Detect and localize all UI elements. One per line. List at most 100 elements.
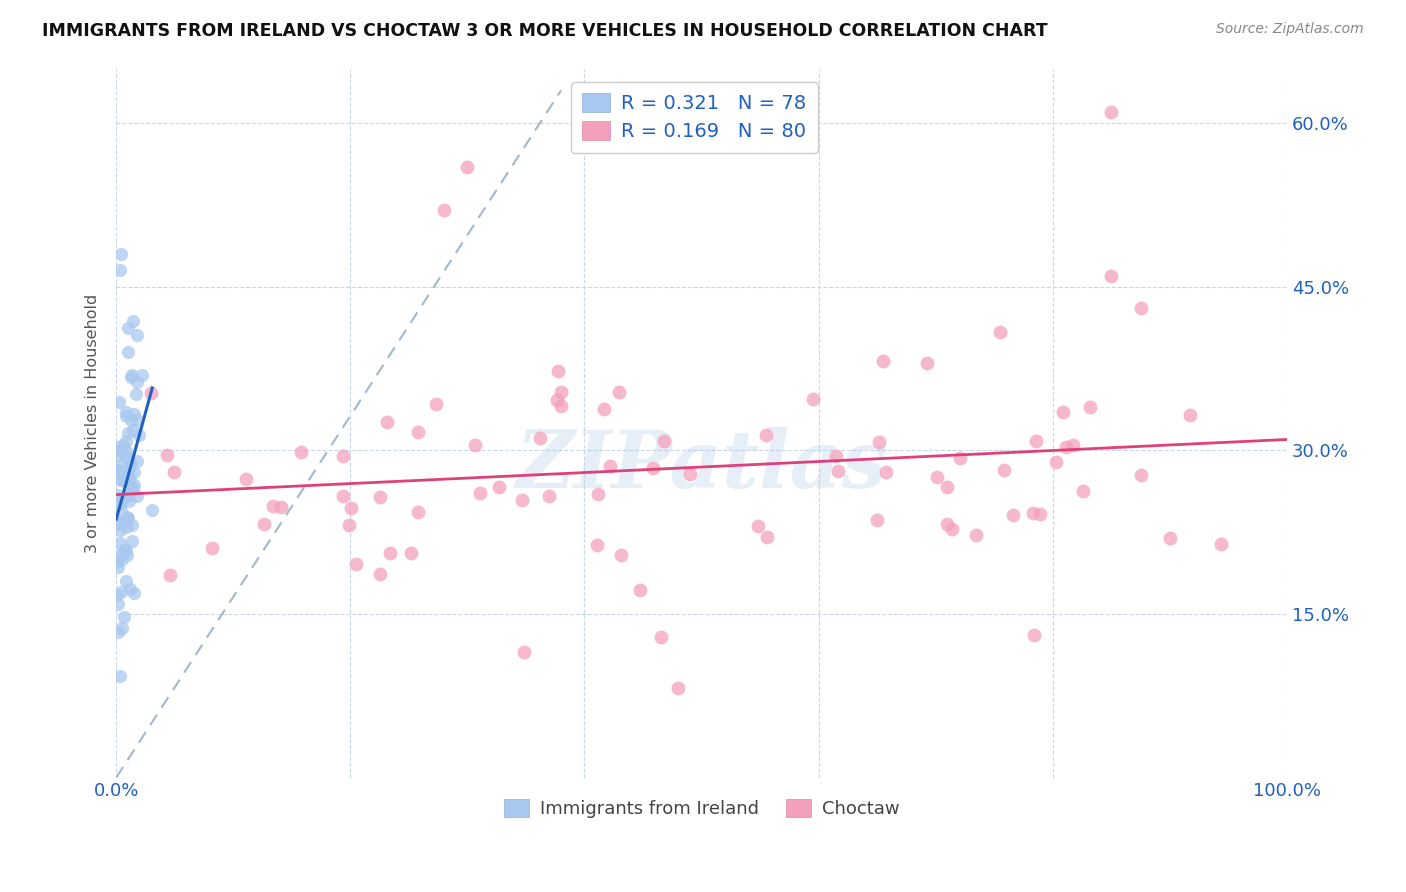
Point [125,327,148,342]
Point [399,546,422,560]
Point [1045,455,1067,469]
Point [988,325,1011,339]
Point [117,467,139,482]
Point [949,450,972,465]
Point [112,543,135,558]
Point [125,375,148,389]
Point [825,449,848,463]
Point [115,542,138,557]
Point [538,489,561,503]
Point [652,434,675,448]
Point [121,518,143,533]
Point [262,499,284,513]
Point [936,517,959,532]
Point [125,453,148,467]
Point [965,528,987,542]
Point [118,472,141,486]
Point [108,473,131,487]
Point [163,465,186,479]
Point [1022,506,1045,520]
Point [368,490,391,504]
Point [107,448,129,462]
Point [114,574,136,588]
Point [107,488,129,502]
Point [875,465,897,479]
Point [117,463,139,477]
Point [827,464,849,478]
Point [339,500,361,515]
Point [425,397,447,411]
Point [915,355,938,369]
Text: Source: ZipAtlas.com: Source: ZipAtlas.com [1216,22,1364,37]
Point [610,548,633,562]
Point [755,428,778,442]
Point [1099,105,1122,120]
Point [1099,268,1122,283]
Point [464,438,486,452]
Point [470,486,492,500]
Point [108,394,131,409]
Point [131,368,153,383]
Point [547,364,569,378]
Point [599,459,621,474]
Point [755,531,778,545]
Text: ZIPatlas: ZIPatlas [516,427,887,504]
Point [270,500,292,514]
Point [111,551,134,566]
Point [866,513,889,527]
Point [201,541,224,555]
Point [115,549,138,563]
Point [114,444,136,458]
Point [110,621,132,635]
Point [107,440,129,454]
Point [586,487,609,501]
Point [253,516,276,531]
Point [801,392,824,406]
Point [117,510,139,524]
Point [125,489,148,503]
Point [235,471,257,485]
Point [107,498,129,512]
Point [110,496,132,510]
Point [368,567,391,582]
Point [1062,438,1084,452]
Point [117,479,139,493]
Point [406,505,429,519]
Point [141,503,163,517]
Point [108,669,131,683]
Point [110,584,132,599]
Point [679,467,702,482]
Point [641,460,664,475]
Point [110,536,132,550]
Point [159,568,181,582]
Point [529,432,551,446]
Point [1211,537,1233,551]
Point [290,444,312,458]
Point [114,472,136,486]
Point [550,384,572,399]
Legend: Immigrants from Ireland, Choctaw: Immigrants from Ireland, Choctaw [496,792,907,825]
Point [118,459,141,474]
Point [118,455,141,469]
Point [332,489,354,503]
Point [117,344,139,359]
Point [121,423,143,437]
Point [332,449,354,463]
Point [121,368,143,383]
Point [115,520,138,534]
Point [114,512,136,526]
Point [593,402,616,417]
Point [607,384,630,399]
Point [110,504,132,518]
Point [1052,404,1074,418]
Point [337,517,360,532]
Point [378,546,401,560]
Point [546,392,568,407]
Point [139,386,162,401]
Point [115,434,138,449]
Point [1159,531,1181,545]
Point [1025,434,1047,449]
Point [747,519,769,533]
Point [628,582,651,597]
Point [117,321,139,335]
